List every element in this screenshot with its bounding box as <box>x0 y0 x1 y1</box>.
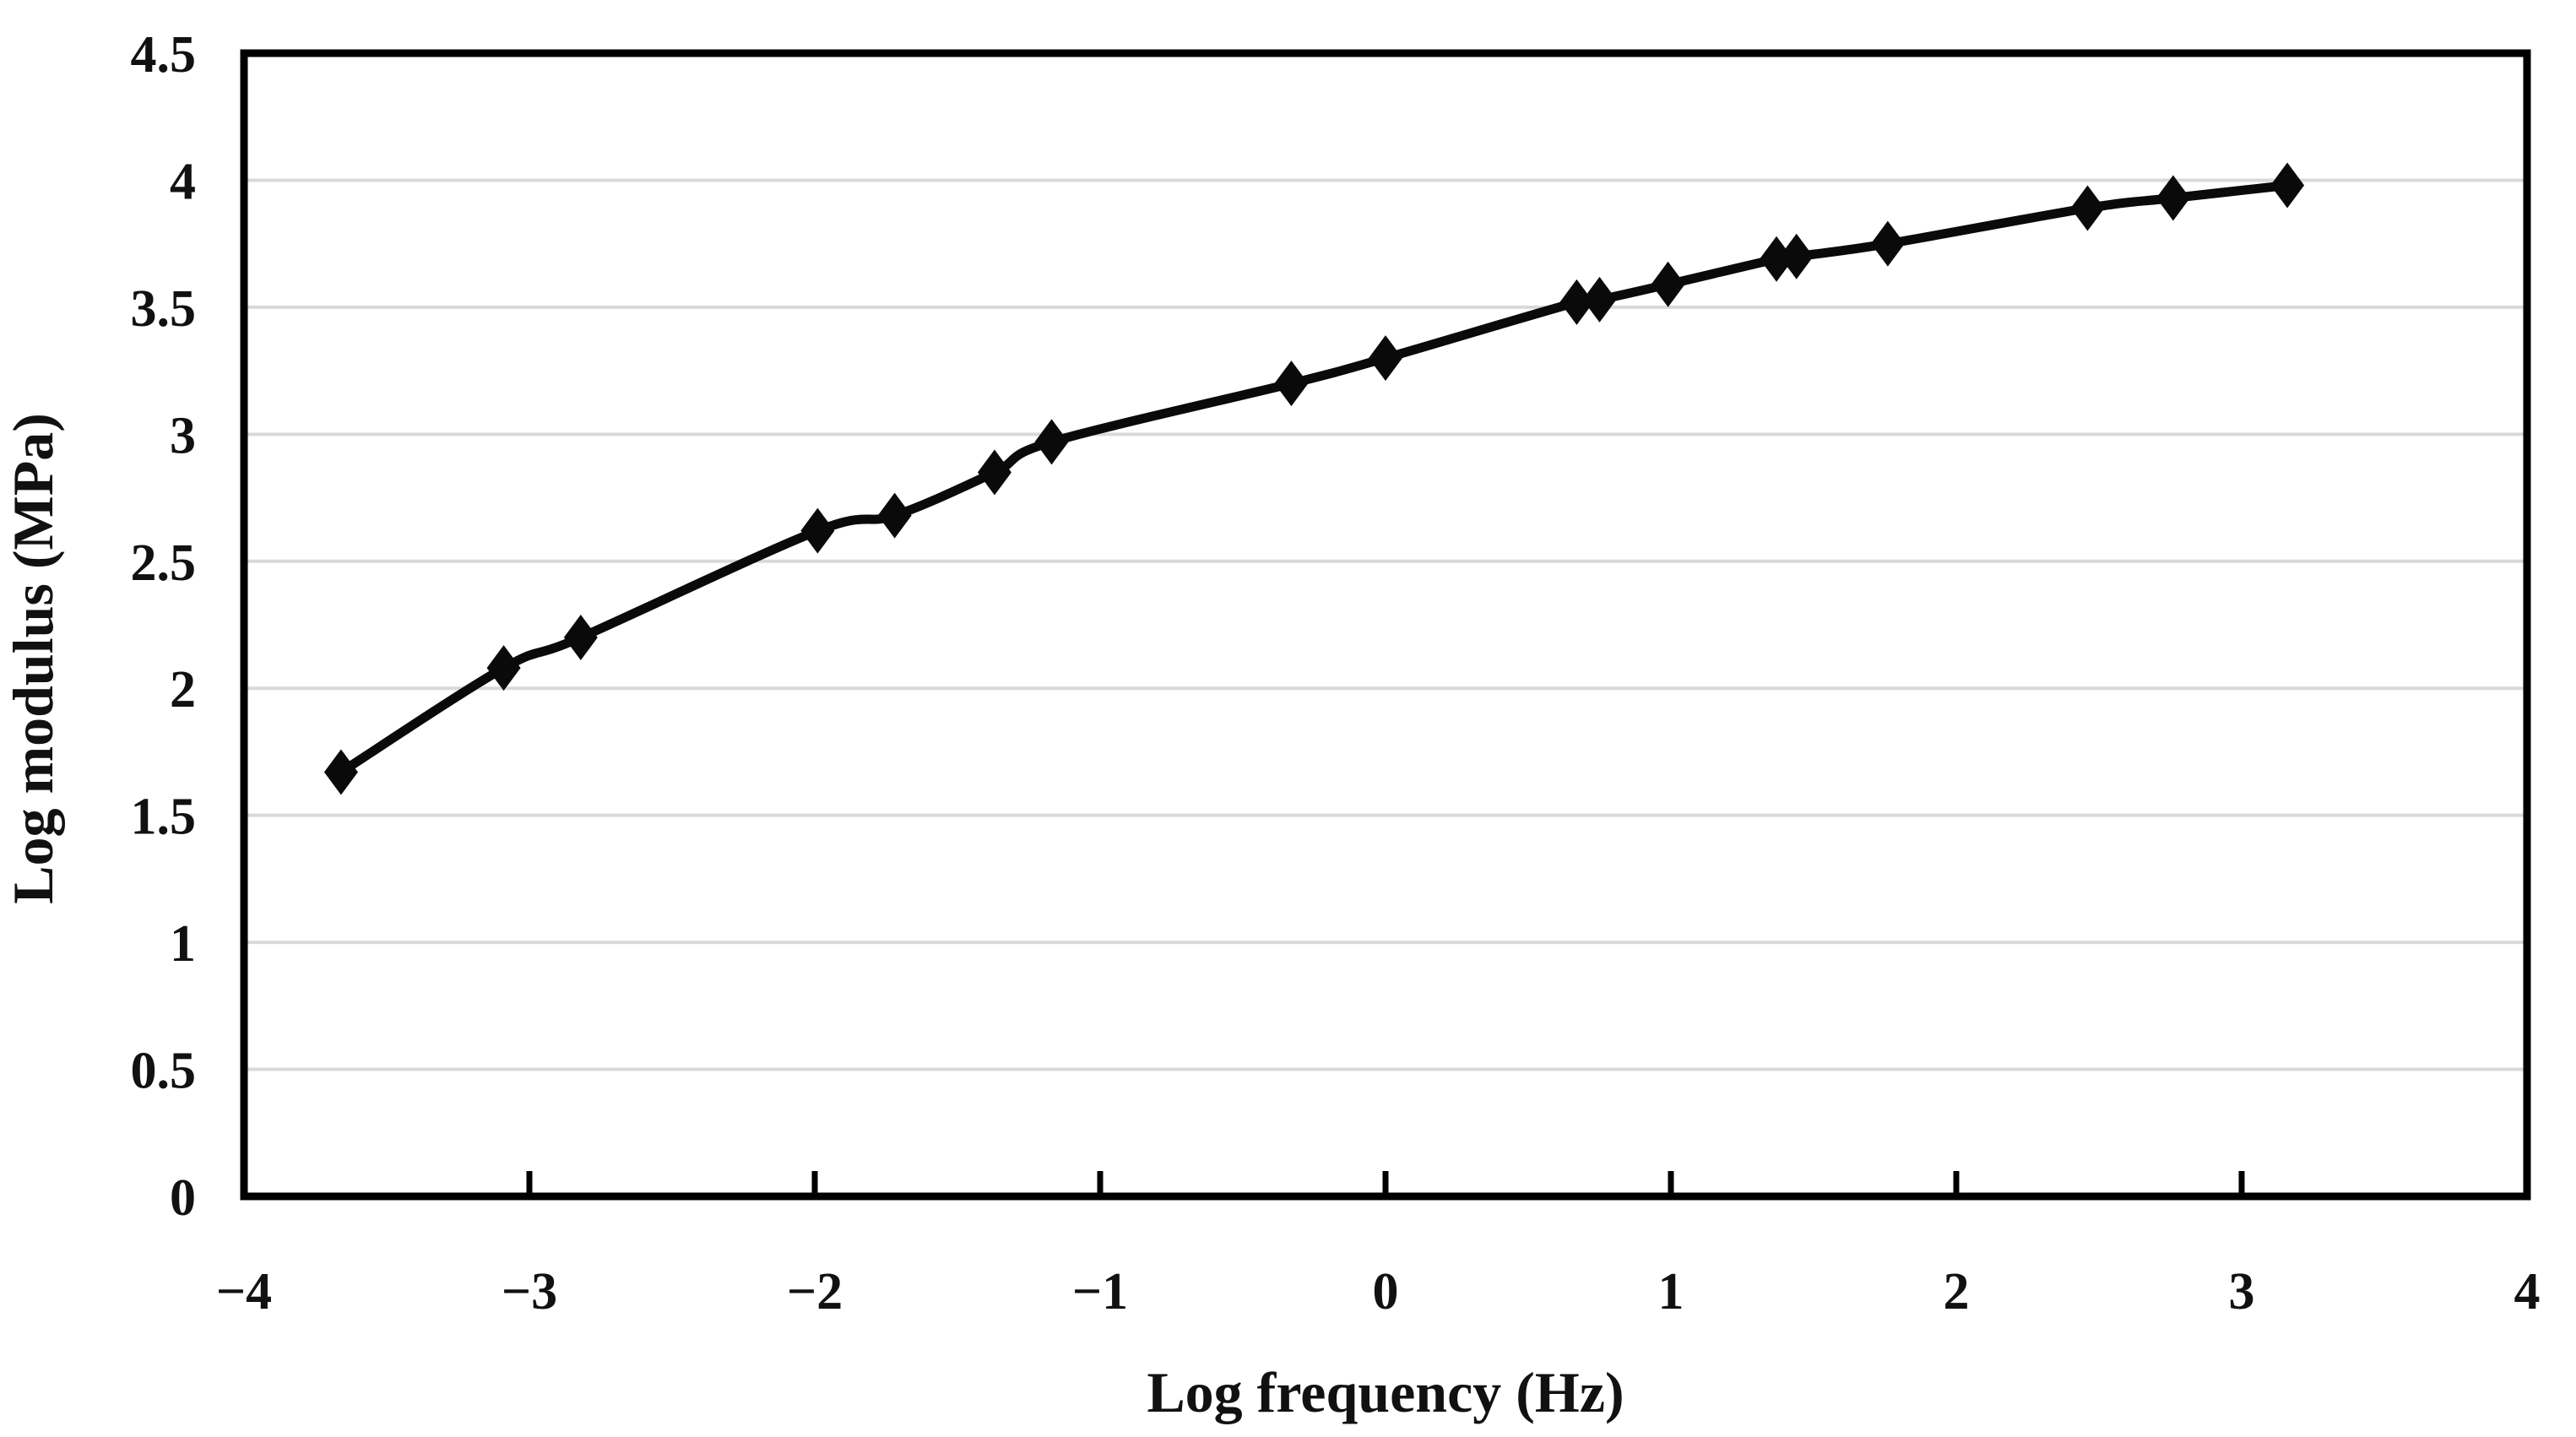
data-point-marker <box>977 449 1011 496</box>
data-point-marker <box>1651 261 1685 307</box>
x-tick-label: 0 <box>1373 1263 1399 1320</box>
data-point-marker <box>1034 419 1069 465</box>
data-point-marker <box>1760 236 1794 282</box>
x-tick-label: 4 <box>2514 1263 2541 1320</box>
x-axis-title: Log frequency (Hz) <box>1147 1360 1624 1424</box>
data-point-marker <box>1870 220 1905 267</box>
data-point-marker <box>1369 335 1402 382</box>
x-tick-label: 1 <box>1658 1263 1684 1320</box>
data-point-marker <box>2070 185 2105 231</box>
data-markers <box>323 162 2305 795</box>
x-tick-label: 2 <box>1944 1263 1970 1320</box>
x-axis-ticks <box>526 1171 2245 1196</box>
y-tick-label: 4 <box>170 153 196 210</box>
y-tick-label: 1 <box>170 915 196 973</box>
data-point-marker <box>1582 276 1617 323</box>
data-point-marker <box>2156 175 2190 221</box>
data-point-marker <box>800 507 835 554</box>
data-line <box>336 181 2292 778</box>
y-tick-label: 1.5 <box>131 789 197 846</box>
data-point-marker <box>1779 233 1814 279</box>
data-point-marker <box>323 749 358 795</box>
x-tick-label: −3 <box>502 1263 557 1320</box>
gridlines <box>244 178 2527 1071</box>
x-tick-label: −2 <box>787 1263 843 1320</box>
y-tick-label: 2 <box>170 661 196 718</box>
data-point-marker <box>486 645 521 691</box>
data-point-marker <box>877 492 912 539</box>
x-tick-label: 3 <box>2229 1263 2255 1320</box>
x-tick-label: −4 <box>216 1263 272 1320</box>
data-point-marker <box>2270 162 2305 209</box>
data-point-marker <box>1559 279 1594 325</box>
y-axis-title: Log modulus (MPa) <box>1 413 65 904</box>
data-point-marker <box>1274 361 1309 407</box>
y-tick-label: 0 <box>170 1169 196 1227</box>
y-axis-tick-labels: 0 0.5 1 1.5 2 2.5 3 3.5 4 4.5 <box>131 26 197 1227</box>
y-tick-label: 4.5 <box>131 26 197 84</box>
y-tick-label: 3 <box>170 407 196 464</box>
y-tick-label: 2.5 <box>131 534 197 592</box>
x-axis-tick-labels: −4 −3 −2 −1 0 1 2 3 4 <box>216 1263 2541 1320</box>
y-tick-label: 3.5 <box>131 280 197 338</box>
data-point-marker <box>563 615 598 661</box>
y-tick-label: 0.5 <box>131 1043 197 1100</box>
x-tick-label: −1 <box>1072 1263 1128 1320</box>
